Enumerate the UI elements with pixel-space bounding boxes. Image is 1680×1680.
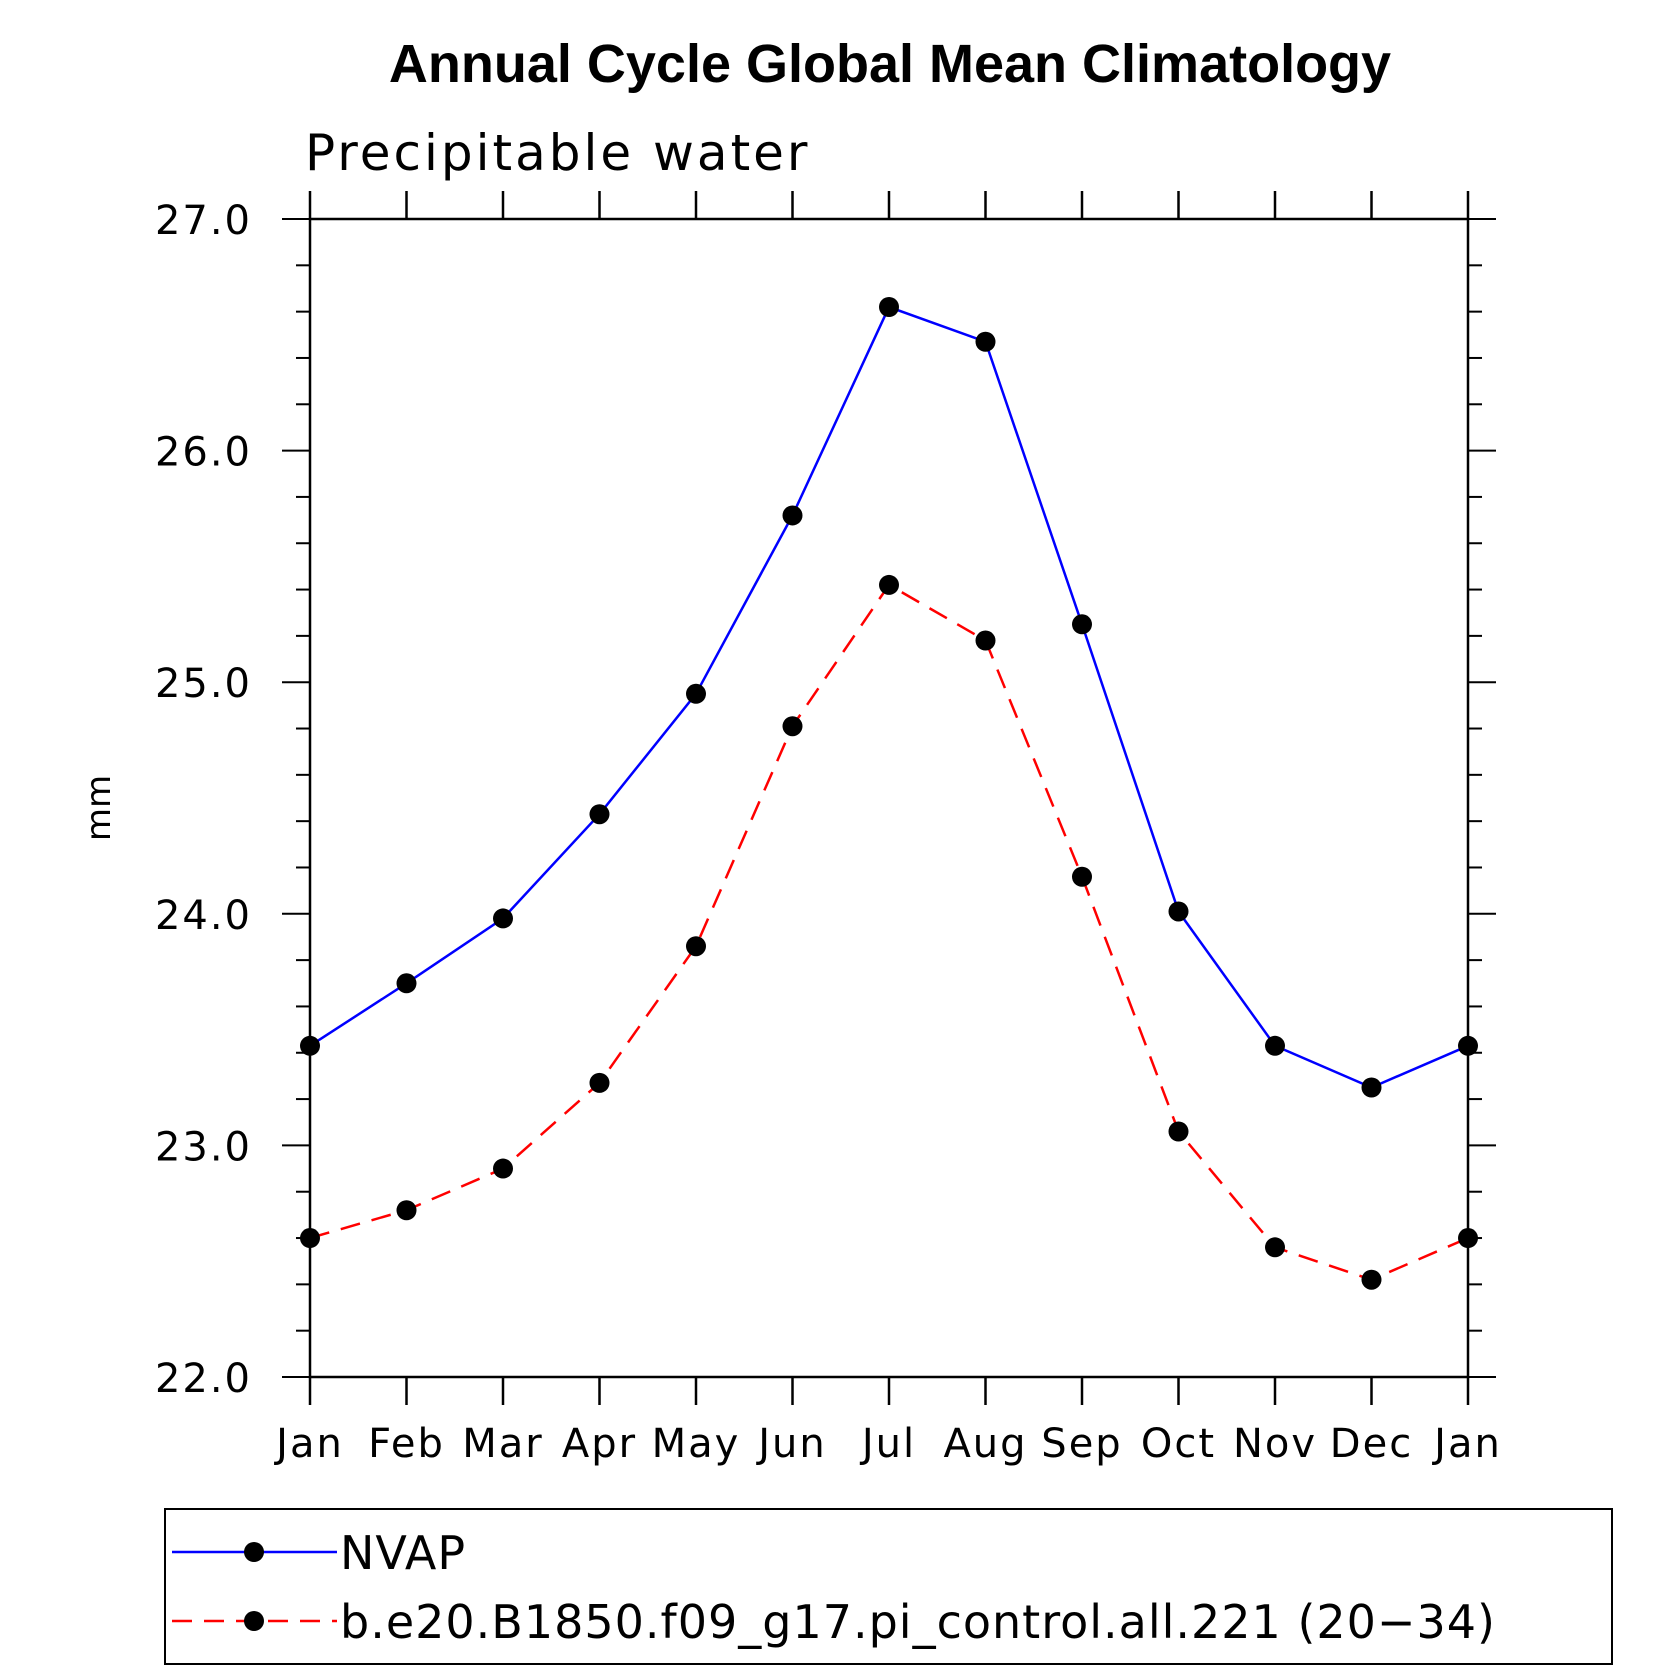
x-tick-label: Mar [462,1421,543,1467]
data-point-series-1 [782,716,803,737]
legend-box [164,1508,1613,1665]
data-point-series-1 [1072,866,1092,887]
axis-ticks: Jan Feb Mar Apr May Jun Jul Aug Sep Oct Nov Dec Jan 2… [155,191,1502,1467]
chart-subtitle: Precipitable water [305,124,811,182]
data-point-series-0 [879,297,899,318]
series-line-0 [309,305,1469,1089]
x-tick-label: May [652,1421,741,1467]
legend: NVAP b.e20.B1850.f09_g17.pi_control.all.… [164,1508,1613,1665]
legend-label-control: b.e20.B1850.f09_g17.pi_control.all.221 (… [340,1595,1496,1649]
x-tick-label: Aug [943,1421,1027,1467]
data-point-series-1 [396,1200,417,1221]
x-tick-label: Feb [368,1421,445,1467]
plot-frame [308,217,1470,1379]
x-tick-label: Apr [562,1421,637,1467]
x-tick-label: Jan [1431,1421,1502,1467]
data-point-series-1 [1168,1121,1189,1142]
x-tick-label: Jul [859,1421,916,1467]
data-point-series-0 [686,683,706,704]
x-tick-label: Oct [1141,1421,1216,1467]
y-tick-label: 25.0 [155,661,252,707]
data-point-series-0 [1072,614,1092,635]
legend-marker-nvap [244,1542,264,1562]
x-tick-label: Nov [1233,1421,1317,1467]
y-tick-label: 27.0 [155,198,252,244]
data-point-series-0 [589,804,610,825]
data-point-series-1 [300,1228,320,1249]
data-point-series-0 [1168,901,1189,922]
x-tick-label: Sep [1041,1421,1122,1467]
data-point-series-0 [1458,1035,1478,1056]
data-point-series-0 [300,1035,320,1056]
x-tick-label: Jan [273,1421,344,1467]
data-point-series-0 [1265,1035,1285,1056]
data-point-series-0 [493,908,513,929]
legend-label-nvap: NVAP [340,1526,466,1580]
data-point-series-1 [589,1072,610,1093]
data-point-series-1 [686,936,706,957]
data-point-series-1 [975,630,996,651]
x-tick-label: Jun [755,1421,827,1467]
y-tick-label: 22.0 [155,1356,252,1402]
data-point-series-1 [1458,1228,1478,1249]
y-tick-label: 23.0 [155,1124,252,1170]
data-point-series-1 [879,574,899,595]
data-point-series-0 [782,505,803,526]
data-point-series-1 [1265,1237,1285,1258]
y-tick-label: 26.0 [155,430,252,476]
y-tick-label: 24.0 [155,893,252,939]
data-point-series-1 [493,1158,513,1179]
data-point-series-0 [1361,1077,1382,1098]
x-tick-label: Dec [1330,1421,1413,1467]
series-layer [300,297,1478,1290]
data-point-series-1 [1361,1269,1382,1290]
data-point-series-0 [975,331,996,352]
data-point-series-0 [396,973,417,994]
legend-marker-control [244,1611,264,1631]
chart-title: Annual Cycle Global Mean Climatology [389,34,1391,94]
y-axis-label: mm [79,775,119,841]
